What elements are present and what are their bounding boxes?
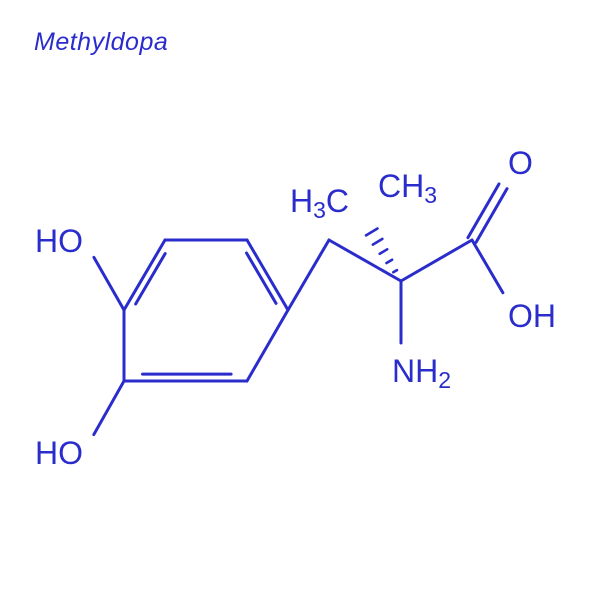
atom-label-h3c: H3C	[290, 185, 349, 217]
atom-label-ho_bottom: HO	[35, 437, 83, 469]
atom-label-nh2: NH2	[392, 355, 451, 387]
atom-label-o_dbl: O	[508, 147, 533, 179]
diagram-canvas: Methyldopa HO HO H3C CH3 NH2 O OH	[0, 0, 600, 600]
atom-label-oh: OH	[508, 300, 556, 332]
atom-label-ho_top: HO	[35, 225, 83, 257]
atom-label-ch3: CH3	[378, 170, 437, 202]
compound-title: Methyldopa	[34, 28, 168, 57]
